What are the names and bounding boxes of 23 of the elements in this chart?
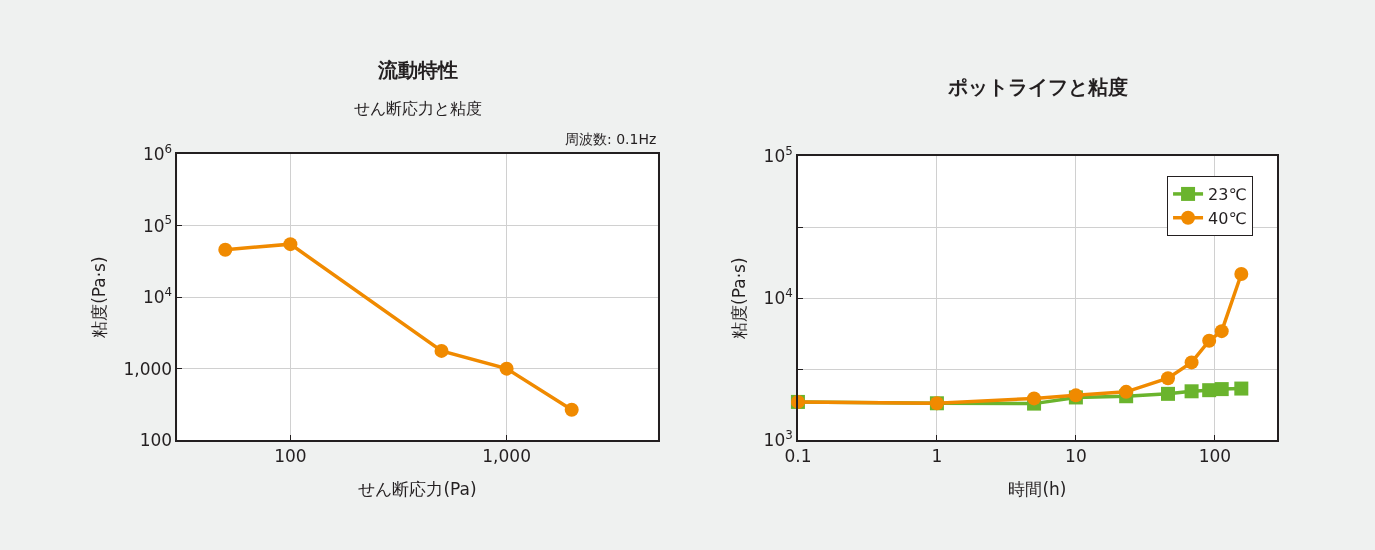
text: 周波数: 0.1Hz (565, 131, 657, 147)
chart-title: 流動特性 (377, 58, 458, 82)
y-axis-title: 粘度(Pa·s) (728, 257, 749, 339)
x-tick-label: 100 (274, 446, 307, 467)
y-tick-label: 10$^{4}$ (142, 284, 173, 308)
x-axis-title: 時間(h) (1008, 479, 1067, 500)
y-tick-label: 10$^{5}$ (763, 143, 793, 167)
y-tick-label: 1,000 (123, 358, 173, 379)
y-tick-label: 10$^{5}$ (142, 213, 173, 236)
x-tick-label: 100 (1198, 446, 1232, 467)
x-axis-title: せん断応力(Pa) (358, 479, 477, 500)
legend-label: 23℃ (1208, 185, 1247, 205)
x-tick-label: 10 (1065, 446, 1087, 467)
y-tick-label: 10$^{4}$ (763, 285, 793, 309)
y-axis-title: 粘度(Pa·s) (88, 256, 109, 338)
chart-title: ポットライフと粘度 (947, 75, 1128, 99)
y-tick-label: 10$^{6}$ (142, 141, 173, 164)
y-tick-label: 100 (139, 430, 173, 451)
legend-label: 40℃ (1208, 208, 1247, 228)
chart-subtitle: せん断応力と粘度 (354, 99, 482, 118)
x-tick-label: 1 (931, 446, 943, 467)
x-tick-label: 1,000 (482, 446, 531, 467)
x-tick-label: 0.1 (784, 446, 812, 467)
